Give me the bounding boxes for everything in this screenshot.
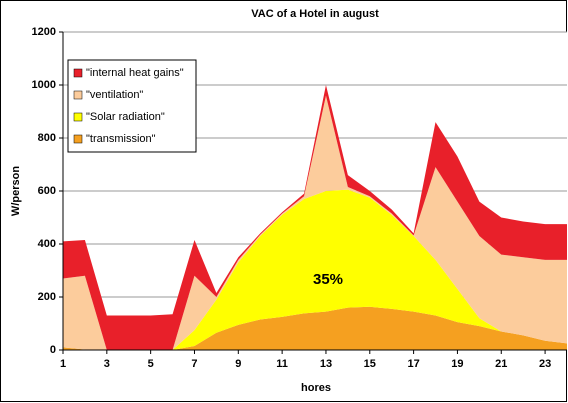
y-tick-label: 0 (50, 344, 56, 356)
legend-swatch (73, 68, 83, 78)
x-tick-label: 13 (320, 358, 332, 370)
legend-label: "transmission" (86, 133, 156, 145)
legend-swatch (73, 134, 83, 144)
area (63, 306, 567, 350)
y-tick-label: 400 (38, 238, 56, 250)
x-tick-label: 1 (60, 358, 66, 370)
legend-swatch (73, 112, 83, 122)
x-tick-label: 19 (451, 358, 463, 370)
y-axis-label: W/person (10, 166, 22, 216)
legend-label: "ventilation" (86, 89, 143, 101)
area (63, 85, 567, 350)
y-tick-label: 200 (38, 291, 56, 303)
x-tick-label: 9 (235, 358, 241, 370)
legend (67, 59, 197, 153)
y-tick-label: 1000 (32, 79, 56, 91)
legend-swatch (73, 90, 83, 100)
area (63, 95, 567, 350)
x-tick-label: 5 (148, 358, 154, 370)
x-tick-label: 11 (276, 358, 288, 370)
area (63, 189, 567, 350)
legend-label: "Solar radiation" (86, 111, 165, 123)
y-tick-label: 800 (38, 132, 56, 144)
y-tick-label: 600 (38, 185, 56, 197)
x-tick-label: 21 (495, 358, 507, 370)
chart-title: VAC of a Hotel in august (251, 8, 379, 20)
x-tick-label: 15 (364, 358, 376, 370)
legend-label: "internal heat gains" (86, 67, 184, 79)
y-tick-label: 1200 (32, 26, 56, 38)
x-tick-label: 7 (191, 358, 197, 370)
x-tick-label: 3 (104, 358, 110, 370)
annotation: 35% (313, 271, 343, 288)
x-tick-label: 23 (539, 358, 551, 370)
x-tick-label: 17 (407, 358, 419, 370)
x-axis-label: hores (301, 382, 331, 394)
